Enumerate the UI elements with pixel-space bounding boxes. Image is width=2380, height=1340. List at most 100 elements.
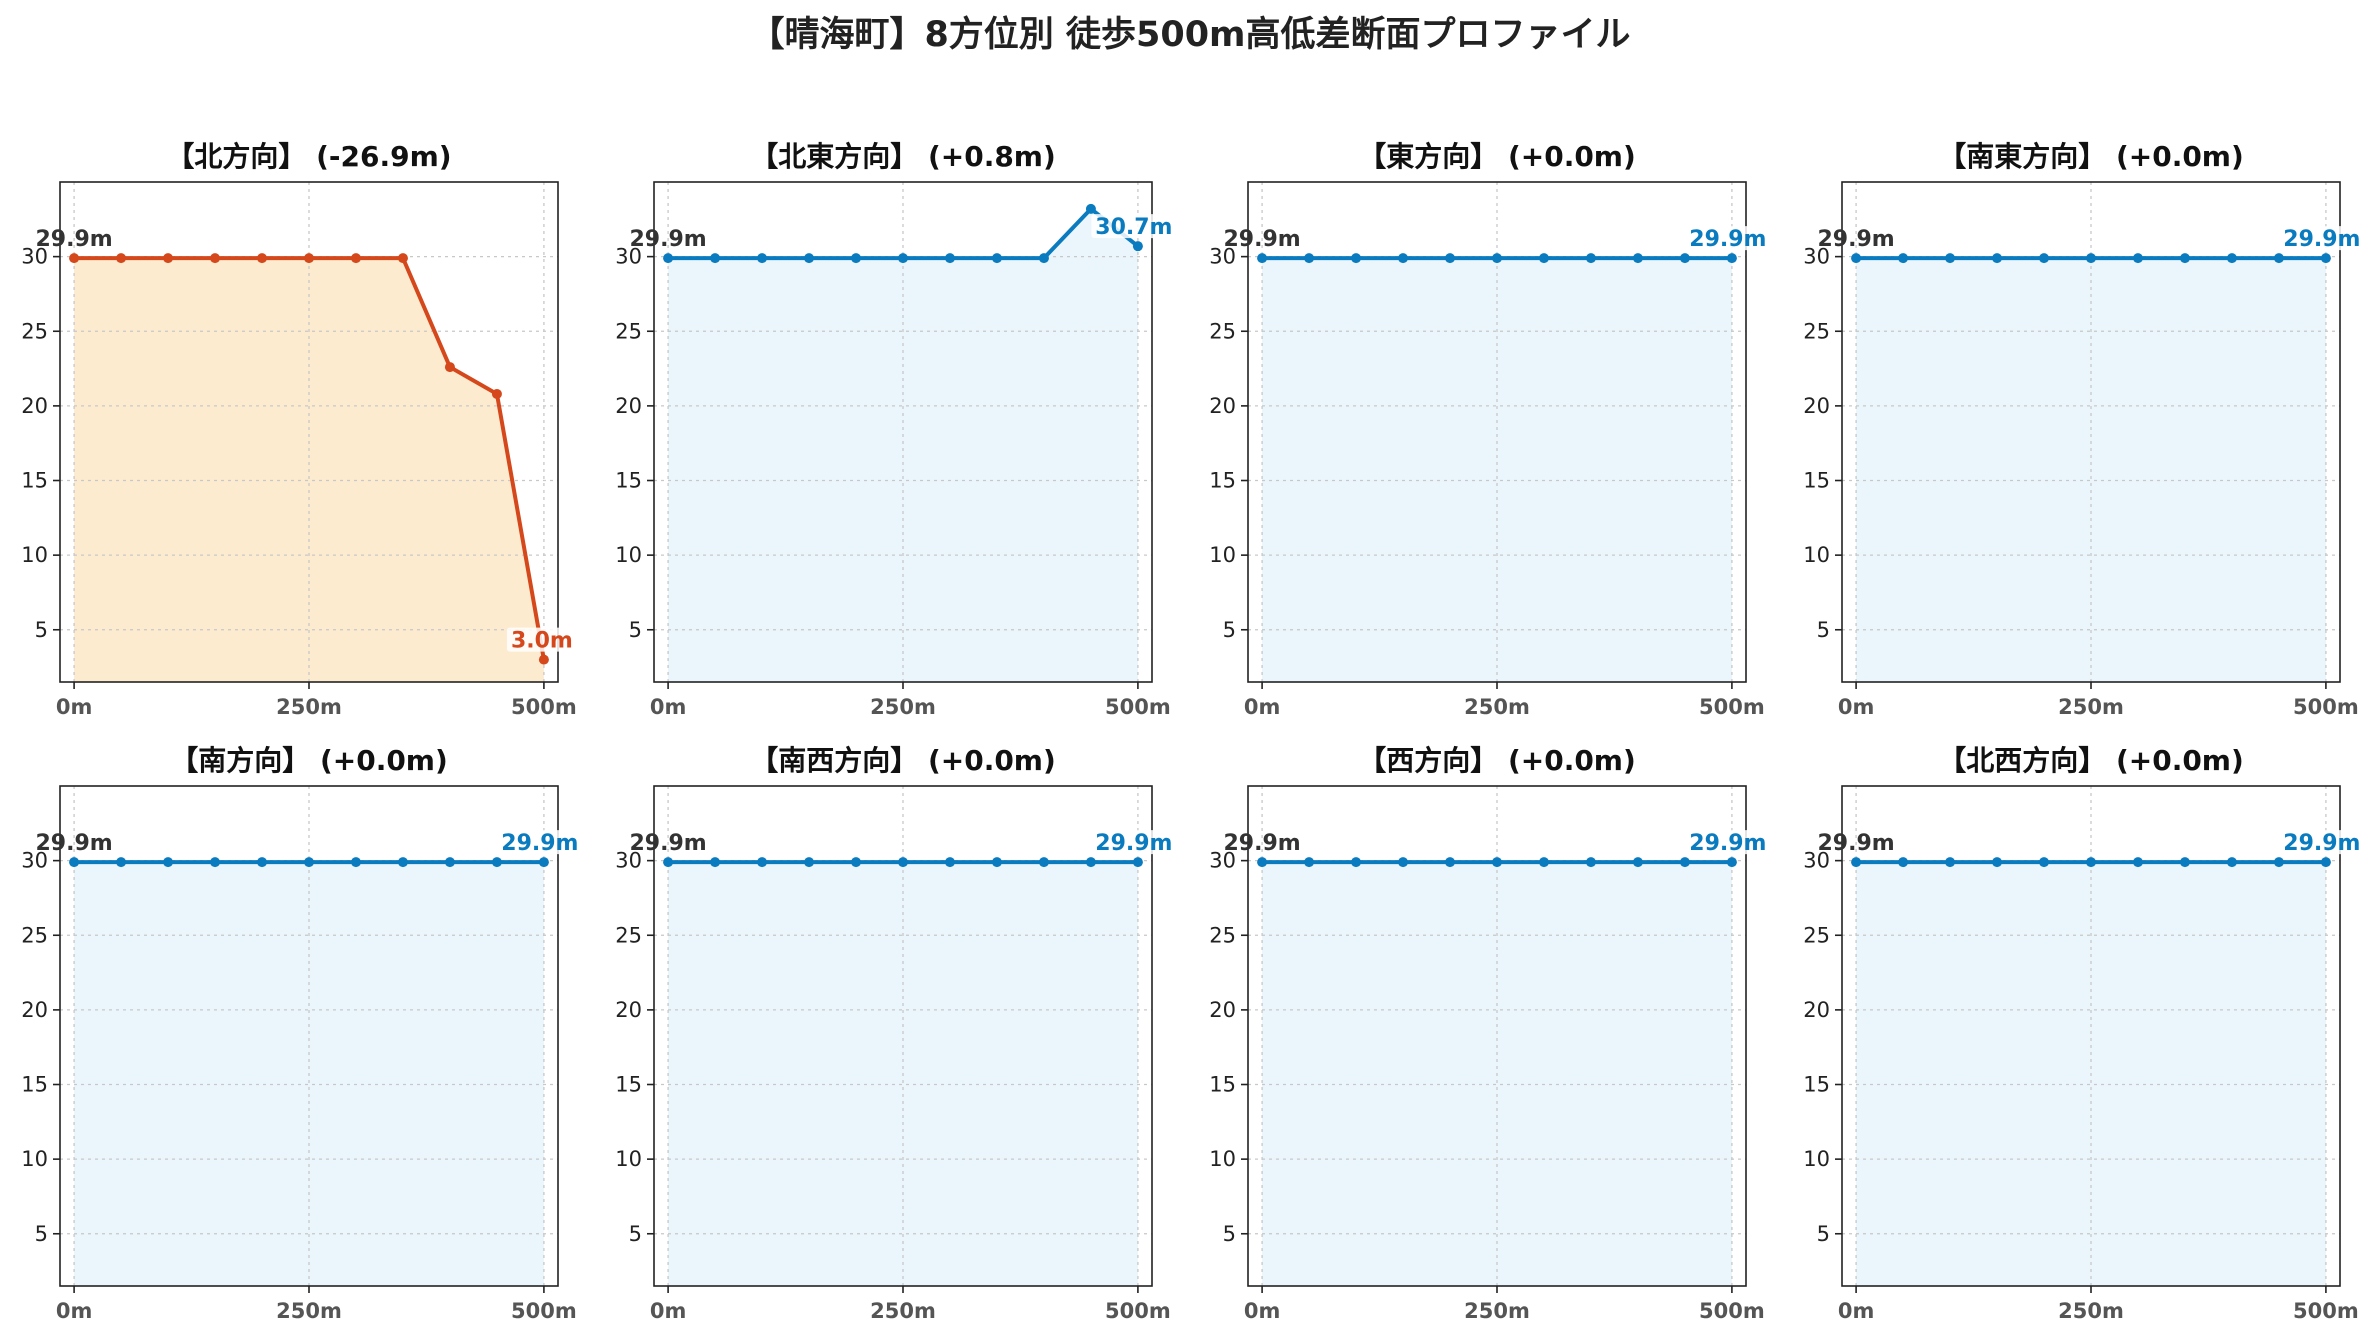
- y-tick-label: 10: [615, 543, 642, 567]
- y-tick-label: 10: [21, 1147, 48, 1171]
- data-point: [1585, 253, 1596, 264]
- x-tick-label: 500m: [1699, 695, 1765, 719]
- start-elevation-label: 29.9m: [629, 227, 706, 252]
- x-tick-label: 0m: [650, 695, 687, 719]
- end-label-background: [1685, 830, 1771, 855]
- y-tick-label: 20: [615, 998, 642, 1022]
- start-elevation-label: 29.9m: [1817, 227, 1894, 252]
- y-tick-label: 25: [1209, 923, 1236, 947]
- end-elevation-label: 29.9m: [2283, 831, 2360, 856]
- y-tick-label: 15: [21, 469, 48, 493]
- data-point: [1851, 253, 1862, 264]
- subplot-title: 【北方向】 (-26.9m): [166, 140, 451, 173]
- data-point: [944, 253, 955, 264]
- end-label-background: [1091, 214, 1177, 239]
- start-elevation-label: 29.9m: [1817, 831, 1894, 856]
- data-point: [1257, 253, 1268, 264]
- data-point: [350, 857, 361, 868]
- data-point: [163, 253, 174, 264]
- data-point: [1679, 857, 1690, 868]
- data-point: [2039, 253, 2050, 264]
- data-point: [2320, 857, 2331, 868]
- end-elevation-label: 30.7m: [1095, 215, 1172, 240]
- data-point: [2226, 857, 2237, 868]
- data-point: [898, 253, 908, 264]
- subplot-title: 【南東方向】 (+0.0m): [1938, 140, 2244, 173]
- data-point: [1085, 203, 1096, 214]
- data-point: [257, 253, 268, 264]
- data-point: [163, 857, 174, 868]
- data-point: [2179, 253, 2190, 264]
- y-tick-label: 10: [1803, 543, 1830, 567]
- data-point: [1351, 253, 1362, 264]
- x-tick-label: 500m: [1699, 1299, 1765, 1323]
- subplot-title: 【南西方向】 (+0.0m): [750, 744, 1056, 777]
- data-point: [1632, 253, 1643, 264]
- data-point: [1304, 857, 1315, 868]
- y-tick-label: 25: [1209, 319, 1236, 343]
- x-tick-label: 0m: [650, 1299, 687, 1323]
- data-point: [1257, 857, 1268, 868]
- data-point: [1038, 857, 1049, 868]
- y-tick-label: 10: [1209, 1147, 1236, 1171]
- y-tick-label: 20: [1803, 998, 1830, 1022]
- data-point: [397, 253, 408, 264]
- data-point: [710, 857, 721, 868]
- data-point: [1492, 253, 1502, 264]
- y-tick-label: 15: [1803, 469, 1830, 493]
- y-tick-label: 20: [21, 394, 48, 418]
- data-point: [663, 253, 674, 264]
- subplot-6: 【南西方向】 (+0.0m) 5 10 15 20 25 30 0m 250m 500m 29.9m…: [615, 744, 1177, 1323]
- y-tick-label: 5: [1223, 618, 1236, 642]
- x-tick-label: 0m: [1838, 1299, 1875, 1323]
- area-fill: [668, 208, 1138, 683]
- subplot-5: 【南方向】 (+0.0m) 5 10 15 20 25 30 0m 250m 500m 29.9m 2…: [21, 744, 583, 1323]
- end-elevation-label: 29.9m: [1095, 831, 1172, 856]
- x-tick-label: 500m: [1105, 1299, 1171, 1323]
- end-elevation-label: 29.9m: [1689, 227, 1766, 252]
- data-point: [804, 857, 815, 868]
- data-point: [69, 253, 80, 264]
- subplot-2: 【北東方向】 (+0.8m) 5 10 15 20 25 30 0m 250m 500m 29.9m…: [615, 140, 1177, 719]
- end-label-background: [1091, 830, 1177, 855]
- subplot-title: 【東方向】 (+0.0m): [1358, 140, 1636, 173]
- end-label-background: [2279, 226, 2365, 251]
- y-tick-label: 20: [615, 394, 642, 418]
- y-tick-label: 15: [615, 1073, 642, 1097]
- x-tick-label: 250m: [2058, 695, 2124, 719]
- start-elevation-label: 29.9m: [35, 831, 112, 856]
- subplot-title: 【北西方向】 (+0.0m): [1938, 744, 2244, 777]
- y-tick-label: 5: [1817, 618, 1830, 642]
- y-tick-label: 5: [629, 618, 642, 642]
- data-point: [2273, 253, 2284, 264]
- subplot-7: 【西方向】 (+0.0m) 5 10 15 20 25 30 0m 250m 500m 29.9m 2…: [1209, 744, 1771, 1323]
- x-tick-label: 250m: [870, 1299, 936, 1323]
- y-tick-label: 15: [1209, 469, 1236, 493]
- x-tick-label: 250m: [2058, 1299, 2124, 1323]
- data-point: [1585, 857, 1596, 868]
- data-point: [757, 857, 768, 868]
- data-point: [350, 253, 361, 264]
- y-tick-label: 30: [21, 245, 48, 269]
- data-point: [851, 857, 862, 868]
- data-point: [1085, 857, 1096, 868]
- end-label-background: [1685, 226, 1771, 251]
- x-tick-label: 500m: [2293, 1299, 2359, 1323]
- x-tick-label: 0m: [1838, 695, 1875, 719]
- start-elevation-label: 29.9m: [1223, 831, 1300, 856]
- data-point: [804, 253, 815, 264]
- y-tick-label: 20: [1209, 394, 1236, 418]
- data-point: [444, 857, 455, 868]
- start-elevation-label: 29.9m: [629, 831, 706, 856]
- y-tick-label: 20: [1209, 998, 1236, 1022]
- end-label-background: [2279, 830, 2365, 855]
- subplot-title: 【西方向】 (+0.0m): [1358, 744, 1636, 777]
- x-tick-label: 0m: [1244, 1299, 1281, 1323]
- x-tick-label: 0m: [56, 695, 93, 719]
- data-point: [304, 253, 314, 264]
- data-point: [851, 253, 862, 264]
- data-point: [1726, 253, 1737, 264]
- end-label-background: [497, 830, 583, 855]
- data-point: [1945, 253, 1956, 264]
- y-tick-label: 5: [629, 1222, 642, 1246]
